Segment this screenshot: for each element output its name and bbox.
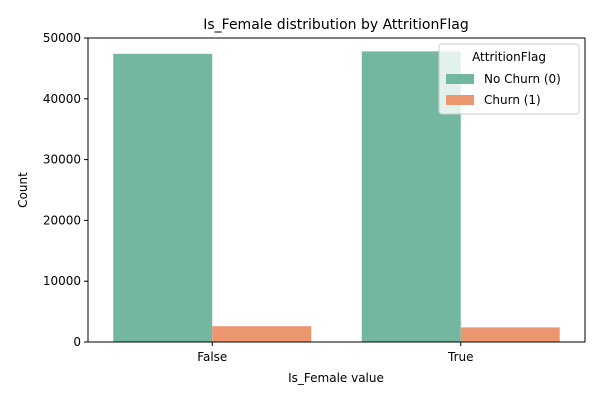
y-tick-label: 10000 bbox=[43, 274, 81, 288]
x-axis-label: Is_Female value bbox=[288, 371, 384, 385]
y-tick-label: 50000 bbox=[43, 31, 81, 45]
bar-churn-true bbox=[460, 327, 560, 342]
y-tick-label: 0 bbox=[73, 335, 81, 349]
y-tick-label: 40000 bbox=[43, 92, 81, 106]
legend-title: AttritionFlag bbox=[472, 50, 546, 64]
y-axis: 0 10000 20000 30000 40000 50000 bbox=[43, 31, 88, 349]
bar-no-churn-false bbox=[113, 53, 213, 343]
y-tick-label: 20000 bbox=[43, 213, 81, 227]
legend-label-churn: Churn (1) bbox=[484, 93, 541, 107]
chart-title: Is_Female distribution by AttritionFlag bbox=[203, 17, 469, 33]
legend-swatch-no-churn bbox=[446, 74, 474, 84]
plot-frame bbox=[87, 37, 586, 343]
x-axis: False True bbox=[197, 342, 474, 364]
y-axis-label: Count bbox=[16, 172, 30, 208]
x-tick-label: False bbox=[197, 350, 227, 364]
legend-swatch-churn bbox=[446, 95, 474, 105]
x-tick-label: True bbox=[447, 350, 474, 364]
y-tick-label: 30000 bbox=[43, 153, 81, 167]
legend-label-no-churn: No Churn (0) bbox=[484, 72, 561, 86]
bar-churn-false bbox=[212, 326, 312, 342]
legend: AttritionFlag No Churn (0) Churn (1) bbox=[438, 43, 580, 115]
